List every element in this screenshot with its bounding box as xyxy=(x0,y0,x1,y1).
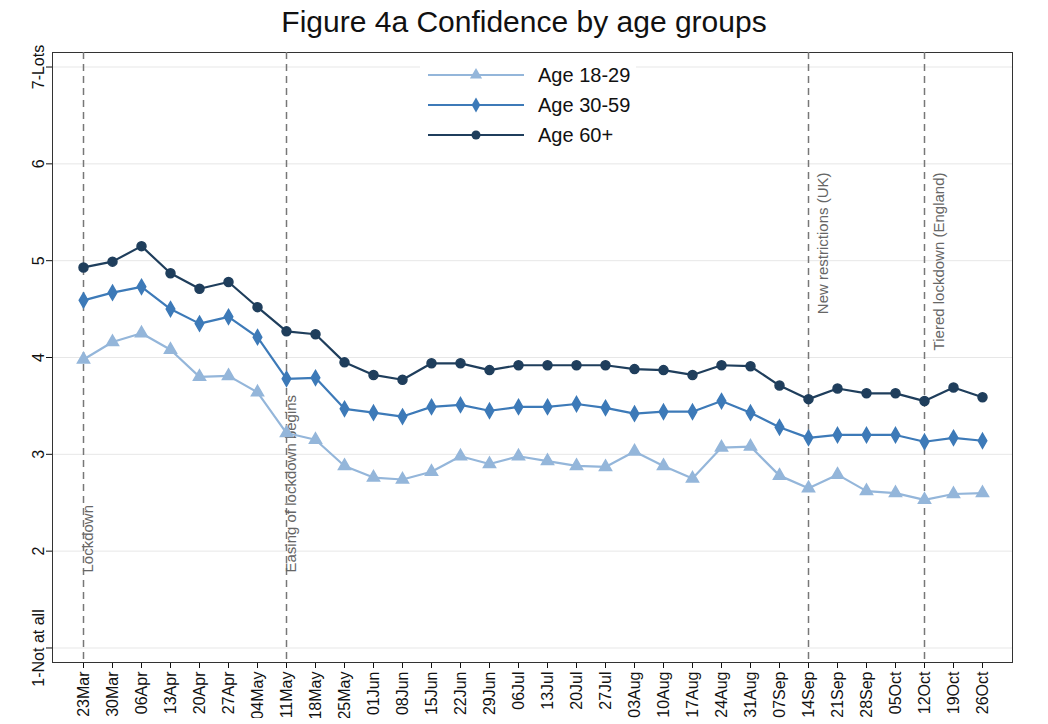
svg-text:6: 6 xyxy=(30,159,47,168)
svg-text:06Jul: 06Jul xyxy=(510,672,527,710)
html-text:Age 60+: Age 60+ xyxy=(538,123,614,146)
svg-text:4: 4 xyxy=(30,353,47,362)
svg-text:13Jul: 13Jul xyxy=(539,672,556,710)
svg-text:20Jul: 20Jul xyxy=(568,672,585,710)
html-text:Figure 4a Confidence by age gr: Figure 4a Confidence by age groups xyxy=(281,5,767,38)
svg-text:28Sep: 28Sep xyxy=(858,671,875,717)
svg-text:26Oct: 26Oct xyxy=(974,671,991,714)
svg-text:3: 3 xyxy=(30,450,47,459)
svg-text:14Sep: 14Sep xyxy=(800,671,817,717)
svg-text:03Aug: 03Aug xyxy=(626,672,643,718)
svg-text:30Mar: 30Mar xyxy=(104,671,121,717)
svg-text:06Apr: 06Apr xyxy=(133,671,150,714)
svg-text:New restrictions (UK): New restrictions (UK) xyxy=(814,172,831,314)
svg-text:11May: 11May xyxy=(278,672,295,719)
svg-text:1-Not at all: 1-Not at all xyxy=(30,609,47,686)
svg-text:12Oct: 12Oct xyxy=(916,671,933,714)
svg-text:2: 2 xyxy=(30,547,47,556)
svg-text:Lockdown: Lockdown xyxy=(79,505,96,573)
svg-text:15Jun: 15Jun xyxy=(423,672,440,716)
svg-text:Tiered lockdown (England): Tiered lockdown (England) xyxy=(930,173,947,351)
html-text:Age 18-29: Age 18-29 xyxy=(538,63,631,86)
svg-text:10Aug: 10Aug xyxy=(655,672,672,718)
svg-text:23Mar: 23Mar xyxy=(75,671,92,717)
svg-text:19Oct: 19Oct xyxy=(945,671,962,714)
svg-text:31Aug: 31Aug xyxy=(742,672,759,718)
svg-text:17Aug: 17Aug xyxy=(684,672,701,718)
svg-text:7-Lots: 7-Lots xyxy=(30,45,47,89)
svg-text:04May: 04May xyxy=(249,672,266,719)
svg-text:13Apr: 13Apr xyxy=(162,671,179,714)
svg-text:25May: 25May xyxy=(336,672,353,719)
svg-text:20Apr: 20Apr xyxy=(191,671,208,714)
svg-text:22Jun: 22Jun xyxy=(452,672,469,716)
svg-text:29Jun: 29Jun xyxy=(481,672,498,716)
svg-text:Easing of lockdown begins: Easing of lockdown begins xyxy=(282,395,299,573)
svg-text:08Jun: 08Jun xyxy=(394,672,411,716)
svg-text:18May: 18May xyxy=(307,672,324,719)
svg-text:27Jul: 27Jul xyxy=(597,672,614,710)
svg-text:05Oct: 05Oct xyxy=(887,671,904,714)
svg-text:07Sep: 07Sep xyxy=(771,671,788,717)
svg-text:21Sep: 21Sep xyxy=(829,671,846,717)
svg-text:27Apr: 27Apr xyxy=(220,671,237,714)
html-text:Age 30-59: Age 30-59 xyxy=(538,93,631,116)
svg-text:24Aug: 24Aug xyxy=(713,672,730,718)
svg-text:01Jun: 01Jun xyxy=(365,672,382,716)
svg-text:5: 5 xyxy=(30,256,47,265)
